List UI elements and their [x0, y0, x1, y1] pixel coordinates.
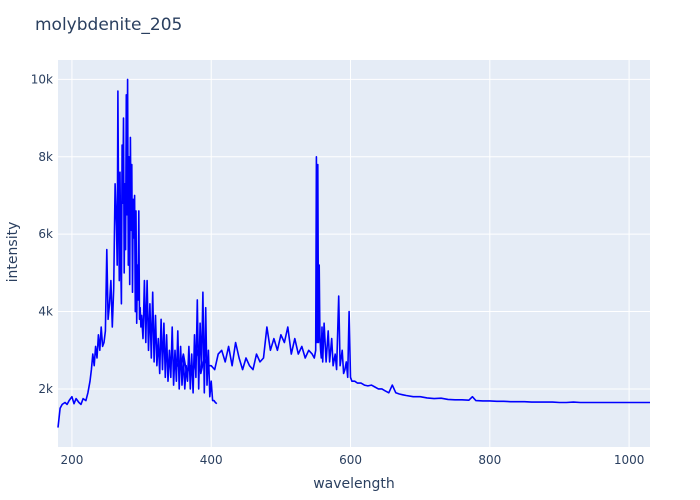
x-tick-label: 400 — [200, 453, 223, 467]
series-lines — [57, 78, 650, 428]
x-tick-label: 200 — [60, 453, 83, 467]
y-tick-label: 4k — [38, 305, 53, 319]
x-tick-label: 800 — [478, 453, 501, 467]
grid-lines — [58, 60, 650, 447]
y-tick-label: 10k — [31, 72, 53, 86]
chart-title: molybdenite_205 — [35, 15, 182, 35]
plot-area — [58, 60, 650, 447]
y-tick-label: 2k — [38, 382, 53, 396]
y-tick-label: 8k — [38, 150, 53, 164]
series-line — [57, 78, 218, 428]
x-axis-title: wavelength — [313, 476, 395, 492]
series-line — [175, 156, 650, 404]
y-tick-label: 6k — [38, 227, 53, 241]
y-tick-labels: 2k 4k 6k 8k 10k — [31, 72, 53, 396]
y-axis-title: intensity — [5, 222, 21, 283]
x-tick-label: 1000 — [614, 453, 645, 467]
x-tick-labels: 200 400 600 800 1000 — [60, 453, 644, 467]
x-tick-label: 600 — [339, 453, 362, 467]
